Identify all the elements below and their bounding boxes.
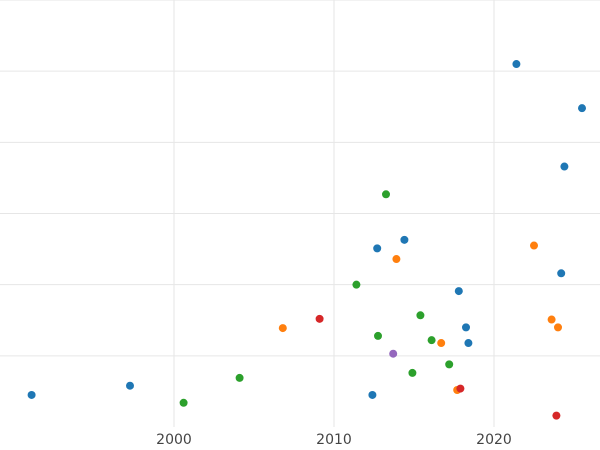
point: [27, 390, 36, 399]
point: [392, 255, 401, 264]
point: [368, 390, 377, 399]
point: [278, 324, 287, 333]
point: [547, 315, 556, 324]
point: [454, 287, 463, 296]
point: [126, 381, 134, 390]
point: [382, 190, 390, 199]
point: [416, 311, 425, 320]
point: [464, 339, 473, 348]
point: [456, 384, 465, 393]
point: [352, 280, 361, 289]
point: [408, 368, 417, 377]
point: [400, 235, 409, 244]
point: [445, 360, 454, 369]
point: [389, 349, 398, 358]
point: [554, 323, 562, 332]
point: [437, 339, 446, 348]
point: [179, 398, 188, 407]
point: [530, 241, 538, 250]
point: [552, 411, 561, 420]
point: [373, 244, 382, 253]
point: [315, 314, 324, 323]
point: [235, 373, 244, 382]
point: [578, 104, 586, 113]
point: [427, 336, 436, 345]
point: [560, 162, 569, 171]
point: [462, 323, 470, 332]
point: [512, 60, 521, 69]
x-tick-label: 2010: [316, 432, 352, 448]
point: [374, 331, 382, 340]
x-tick-label: 2020: [476, 432, 512, 448]
x-tick-label: 2000: [156, 432, 192, 448]
point: [557, 269, 566, 278]
